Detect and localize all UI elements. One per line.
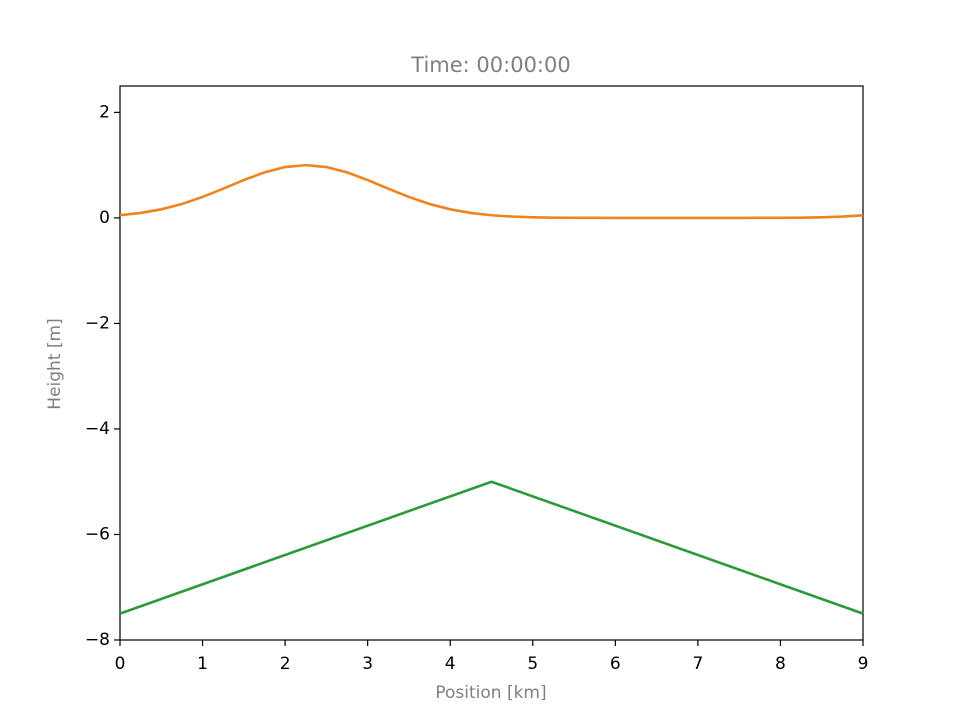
x-tick-label: 1 [197,654,208,674]
y-tick-label: −4 [85,419,110,439]
plot-frame [119,85,864,641]
y-tick-label: 0 [99,208,110,228]
x-tick-label: 6 [610,654,621,674]
y-tick-label: −6 [85,524,110,544]
series-line [119,163,864,220]
y-tick-label: 2 [99,102,110,122]
x-tick-label: 4 [445,654,456,674]
x-tick-label: 9 [858,654,869,674]
x-axis-label: Position [km] [435,683,546,703]
y-tick-label: −2 [85,313,110,333]
series-line [119,480,864,615]
y-axis-label: Height [m] [45,318,65,409]
x-tick-label: 3 [362,654,373,674]
y-tick-label: −8 [85,630,110,650]
chart-title: Time: 00:00:00 [410,53,570,77]
x-tick-label: 2 [280,654,291,674]
x-tick-label: 8 [775,654,786,674]
x-tick-label: 5 [527,654,538,674]
x-tick-label: 7 [692,654,703,674]
x-tick-label: 0 [115,654,126,674]
